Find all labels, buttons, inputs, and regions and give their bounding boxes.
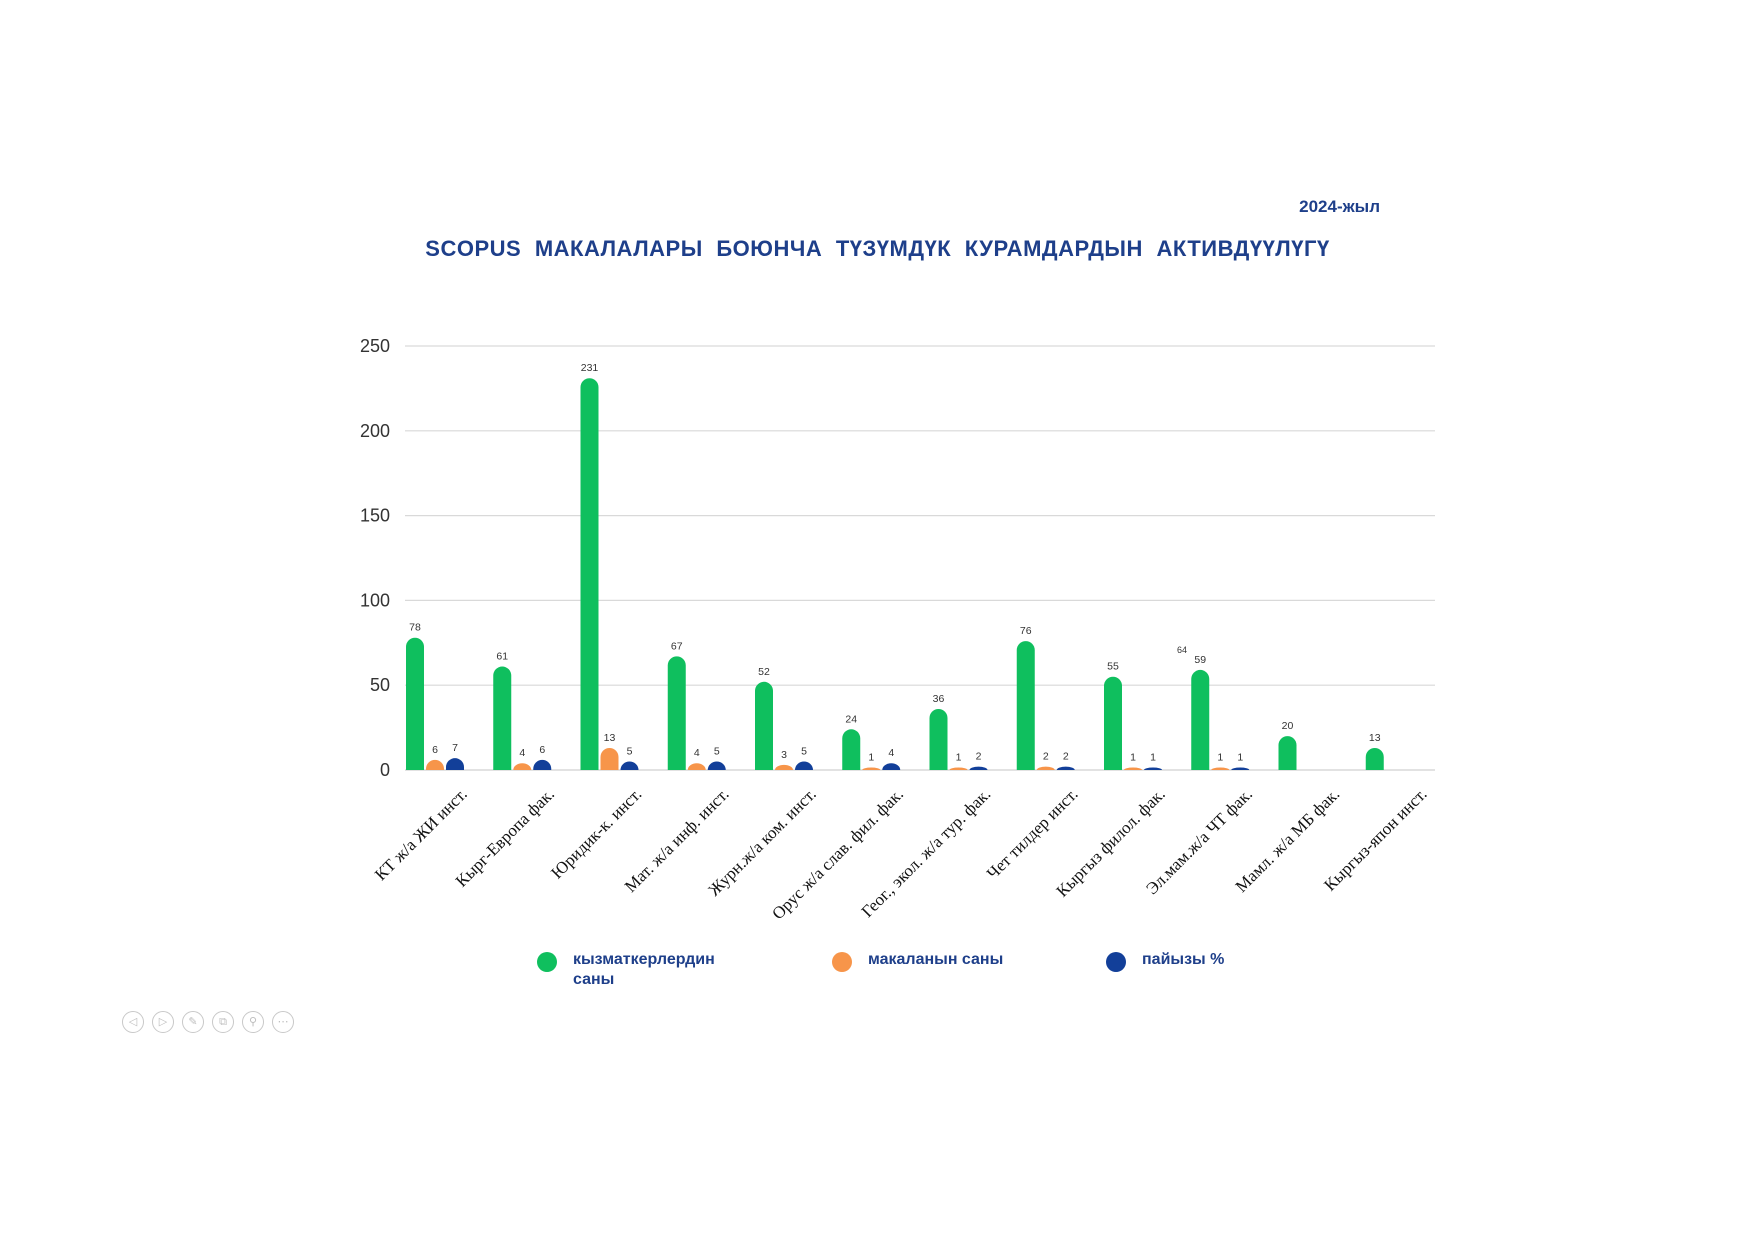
data-label: 6: [432, 744, 438, 756]
y-tick-label: 100: [360, 590, 390, 610]
data-label: 5: [627, 746, 633, 758]
bar-staff: [406, 637, 424, 770]
data-label: 52: [758, 666, 770, 678]
data-label: 7: [452, 742, 458, 754]
data-label: 1: [1217, 752, 1223, 764]
slides-grid-icon[interactable]: ⧉: [212, 1011, 234, 1033]
bar-articles: [513, 763, 532, 770]
data-label: 4: [694, 747, 700, 759]
chart-title: SCOPUS МАКАЛАЛАРЫ БОЮНЧА ТҮЗҮМДҮК КУРАМД…: [425, 236, 1330, 261]
bar-staff: [929, 708, 948, 770]
data-label: 6: [539, 744, 545, 756]
data-label: 67: [671, 640, 683, 652]
bar-percent: [446, 758, 464, 770]
legend-dot-staff: [537, 952, 557, 972]
bar-percent: [795, 761, 813, 770]
bar-percent: [620, 761, 639, 770]
bar-staff: [755, 681, 773, 770]
data-label: 2: [1043, 751, 1049, 763]
y-tick-label: 200: [360, 421, 390, 441]
bar-percent: [1231, 767, 1250, 770]
data-label: 1: [1130, 752, 1136, 764]
zoom-icon[interactable]: ⚲: [242, 1011, 264, 1033]
bar-articles: [1211, 767, 1230, 770]
bar-staff: [493, 666, 512, 770]
data-label: 2: [1063, 751, 1069, 763]
data-label: 5: [801, 746, 807, 758]
data-label: 231: [581, 362, 599, 374]
data-label: 2: [976, 751, 982, 763]
data-label: 13: [1369, 732, 1381, 744]
legend-label-articles: макаланын саны: [868, 951, 1004, 968]
bar-articles: [600, 747, 619, 770]
data-label: 55: [1107, 661, 1119, 673]
legend-dot-percent: [1106, 952, 1126, 972]
data-label: 1: [1237, 752, 1243, 764]
x-tick-label: Юридик-к. инст.: [547, 784, 645, 882]
y-tick-label: 50: [370, 675, 390, 695]
bar-percent: [1056, 766, 1075, 770]
bar-percent: [707, 761, 726, 770]
data-label: 4: [519, 747, 525, 759]
data-label: 59: [1194, 654, 1206, 666]
bar-articles: [775, 764, 793, 770]
data-label: 4: [888, 747, 894, 759]
prev-slide-icon[interactable]: ◁: [122, 1011, 144, 1033]
data-label: 36: [933, 693, 945, 705]
bar-articles: [949, 767, 968, 770]
more-options-icon[interactable]: ⋯: [272, 1011, 294, 1033]
data-label: 1: [956, 752, 962, 764]
bar-percent: [1144, 767, 1162, 770]
bar-staff: [842, 729, 861, 770]
legend-item-articles: макаланын саны: [832, 950, 1003, 972]
x-tick-label: КТ ж/а ЖИ инст.: [371, 784, 471, 884]
next-slide-icon[interactable]: ▷: [152, 1011, 174, 1033]
bar-articles: [1036, 766, 1055, 770]
bar-staff: [1104, 676, 1122, 770]
data-label: 24: [845, 713, 857, 725]
legend-label-staff: кызматкерлердин саны: [573, 951, 715, 988]
legend-dot-articles: [832, 952, 852, 972]
pen-icon[interactable]: ✎: [182, 1011, 204, 1033]
y-tick-label: 250: [360, 336, 390, 356]
year-label: 2024-жыл: [1299, 197, 1380, 216]
y-tick-label: 150: [360, 506, 390, 526]
data-label: 61: [496, 651, 508, 663]
data-label: 76: [1020, 625, 1032, 637]
bar-staff: [667, 656, 686, 770]
slide-controls: ◁ ▷ ✎ ⧉ ⚲ ⋯: [122, 1011, 294, 1033]
legend-label-percent: пайызы %: [1142, 951, 1225, 968]
data-label: 1: [868, 752, 874, 764]
data-label: 13: [604, 732, 616, 744]
bar-staff: [1365, 747, 1384, 770]
bar-articles: [862, 767, 881, 770]
x-tick-label: Чет тилдер инст.: [983, 784, 1082, 883]
bar-percent: [882, 763, 901, 770]
bar-percent: [533, 759, 552, 770]
bar-articles: [426, 759, 444, 770]
bar-staff: [1016, 641, 1035, 770]
data-label: 20: [1282, 720, 1294, 732]
bar-staff: [1278, 736, 1297, 770]
legend-item-staff: кызматкерлердин саны: [537, 950, 723, 990]
bar-staff: [1191, 669, 1210, 770]
bar-staff: [580, 378, 599, 770]
bar-articles: [1124, 767, 1142, 770]
data-label: 78: [409, 622, 421, 634]
data-label: 3: [781, 749, 787, 761]
bar-percent: [969, 766, 988, 770]
bar-articles: [687, 763, 706, 770]
y-tick-label: 0: [380, 760, 390, 780]
data-label: 1: [1150, 752, 1156, 764]
data-label: 5: [714, 746, 720, 758]
legend-item-percent: пайызы %: [1106, 950, 1224, 972]
annotation-label: 64: [1177, 645, 1187, 655]
